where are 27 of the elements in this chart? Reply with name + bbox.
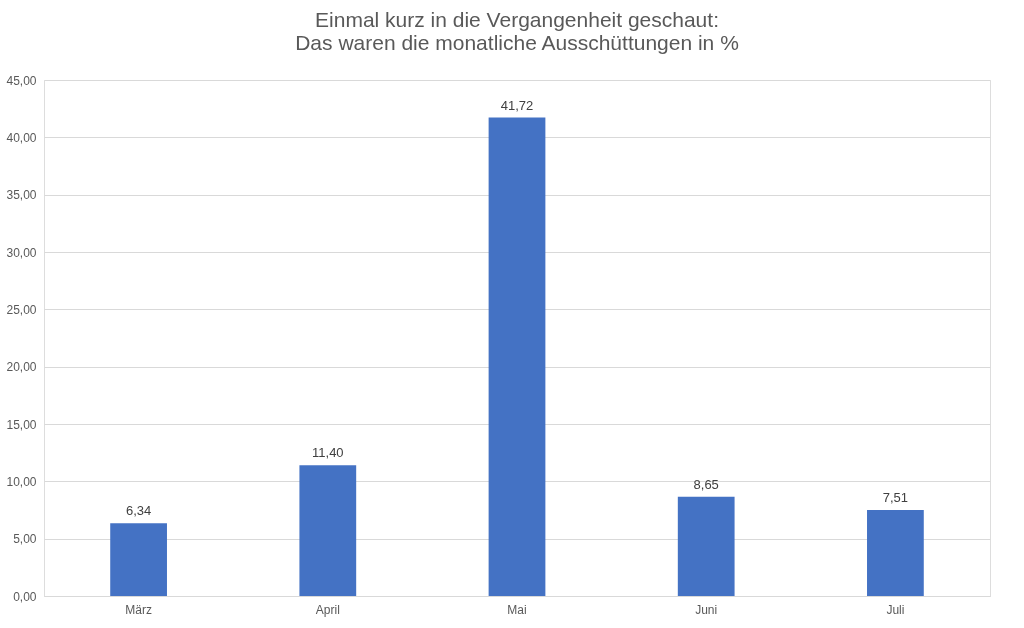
y-tick-label: 5,00: [13, 532, 37, 547]
data-label: 7,51: [882, 489, 909, 505]
y-tick-label: 10,00: [6, 474, 37, 489]
text: Einmal kurz in die Vergangenheit geschaut:: [315, 8, 719, 31]
y-tick-label: 20,00: [6, 360, 37, 375]
y-tick-label: 25,00: [6, 302, 37, 317]
data-label: 41,72: [500, 97, 534, 113]
y-tick-label: 15,00: [6, 417, 37, 432]
bar: [677, 496, 735, 596]
y-tick-label: 35,00: [6, 188, 37, 203]
x-tick-label: Juni: [695, 602, 718, 617]
y-tick-label: 40,00: [6, 130, 37, 145]
y-tick-label: 30,00: [6, 245, 37, 260]
bar: [299, 465, 357, 596]
data-label: 6,34: [125, 503, 152, 519]
x-tick-label: Juli: [886, 602, 905, 617]
bar: [110, 523, 167, 596]
y-tick-label: 0,00: [13, 589, 37, 604]
x-tick-label: Mai: [507, 602, 527, 617]
data-label: 11,40: [312, 445, 344, 461]
data-label: 8,65: [693, 476, 719, 492]
x-tick-label: April: [315, 602, 340, 617]
x-tick-label: März: [125, 602, 152, 617]
bar: [867, 509, 924, 596]
bar: [488, 117, 546, 596]
text: Das waren die monatliche Ausschüttungen in %: [295, 31, 739, 54]
y-tick-label: 45,00: [6, 73, 37, 88]
